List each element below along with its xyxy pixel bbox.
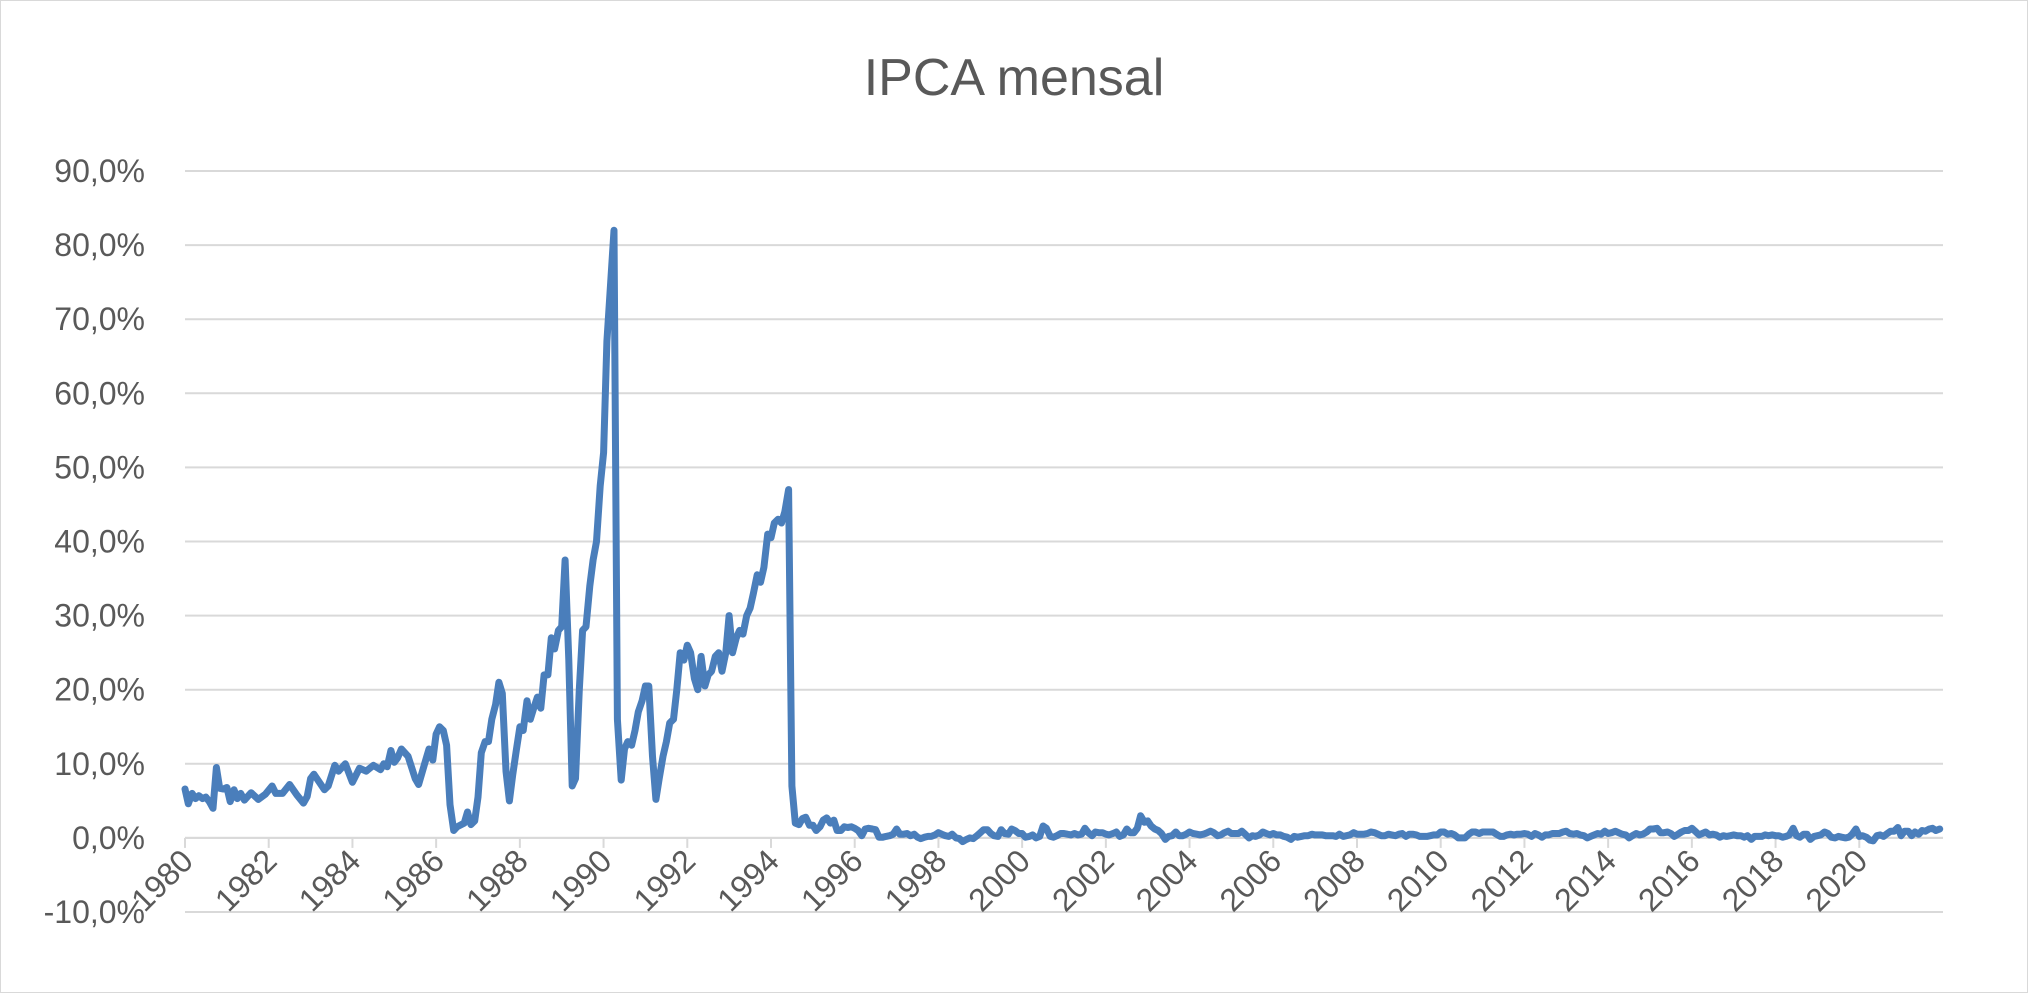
x-tick-label: 2000 bbox=[961, 842, 1037, 918]
x-tick-label: 2012 bbox=[1464, 842, 1540, 918]
x-tick-label: 1984 bbox=[292, 842, 368, 918]
x-tick-label: 1998 bbox=[878, 842, 954, 918]
x-tick-label: 1990 bbox=[543, 842, 619, 918]
x-tick-label: 2002 bbox=[1045, 842, 1121, 918]
x-tick-label: 2010 bbox=[1380, 842, 1456, 918]
y-tick-label: 80,0% bbox=[54, 227, 145, 263]
x-tick-label: 2020 bbox=[1798, 842, 1874, 918]
x-tick-label: 1982 bbox=[208, 842, 284, 918]
x-tick-label: 1988 bbox=[459, 842, 535, 918]
y-tick-label: 10,0% bbox=[54, 746, 145, 782]
y-tick-label: 30,0% bbox=[54, 598, 145, 634]
x-tick-label: 1986 bbox=[375, 842, 451, 918]
x-tick-label: 2004 bbox=[1129, 842, 1205, 918]
y-tick-label: -10,0% bbox=[44, 894, 145, 930]
y-tick-label: 90,0% bbox=[54, 153, 145, 189]
y-tick-label: 40,0% bbox=[54, 524, 145, 560]
x-tick-label: 2018 bbox=[1715, 842, 1791, 918]
y-axis-tick-labels: -10,0% 0,0% 10,0% 20,0% 30,0% 40,0% 50,0% 60,0%… bbox=[44, 153, 145, 930]
series-line bbox=[181, 226, 1944, 846]
x-tick-label: 2016 bbox=[1631, 842, 1707, 918]
chart-title: IPCA mensal bbox=[864, 49, 1165, 107]
y-tick-label: 20,0% bbox=[54, 672, 145, 708]
x-axis: 1980 1982 1984 1986 1988 1990 1992 1994 1996 1998… bbox=[124, 836, 1943, 918]
series-layer bbox=[181, 226, 1944, 846]
x-tick-label: 2014 bbox=[1547, 842, 1623, 918]
x-tick-label: 1992 bbox=[626, 842, 702, 918]
y-tick-label: 60,0% bbox=[54, 375, 145, 411]
x-tick-label: 1996 bbox=[794, 842, 870, 918]
y-tick-label: 0,0% bbox=[72, 820, 145, 856]
x-tick-label: 2008 bbox=[1296, 842, 1372, 918]
x-tick-label: 2006 bbox=[1212, 842, 1288, 918]
y-tick-label: 70,0% bbox=[54, 301, 145, 337]
y-tick-label: 50,0% bbox=[54, 449, 145, 485]
x-tick-label: 1994 bbox=[710, 842, 786, 918]
